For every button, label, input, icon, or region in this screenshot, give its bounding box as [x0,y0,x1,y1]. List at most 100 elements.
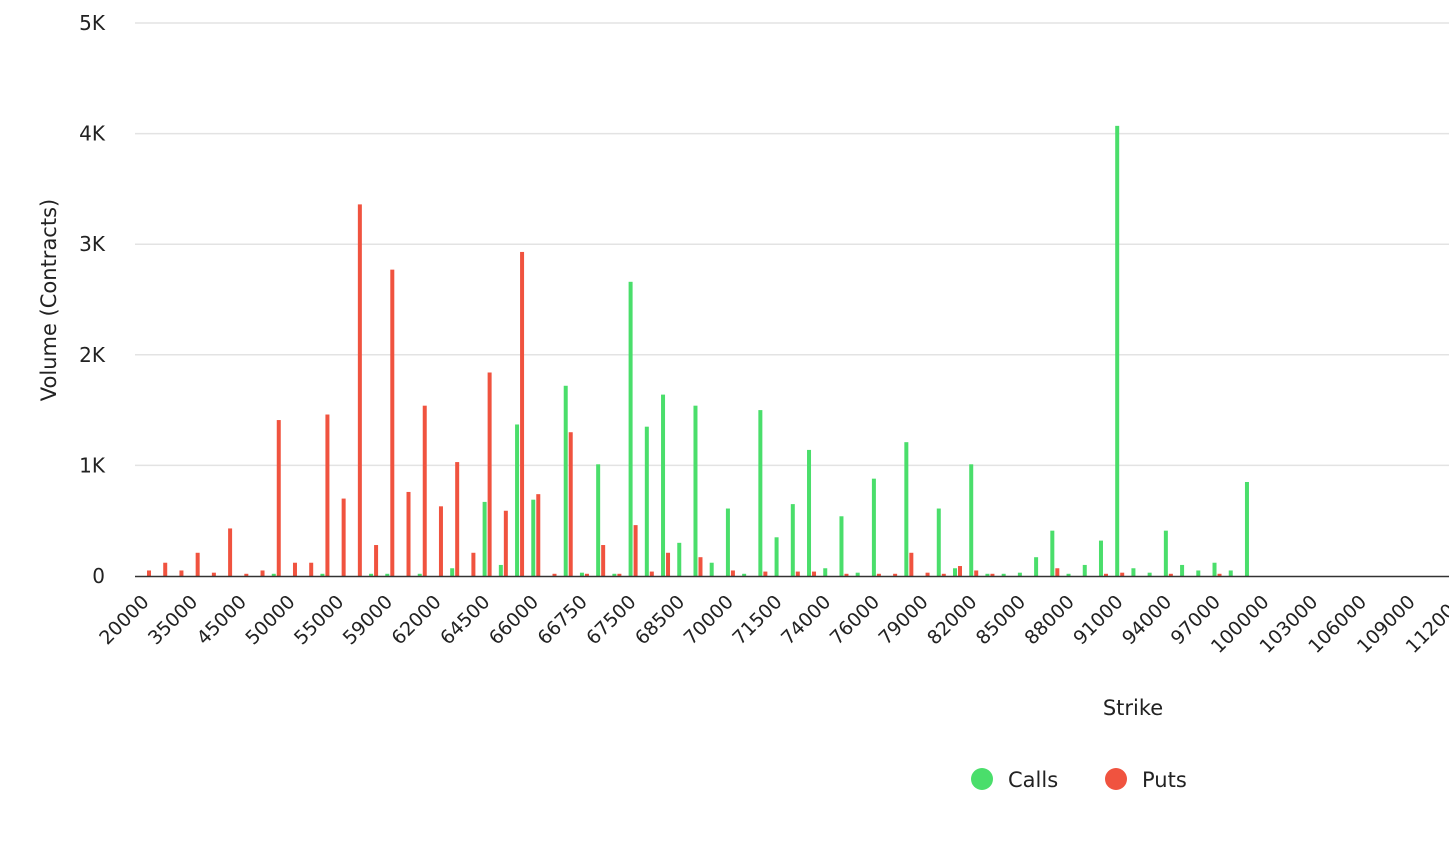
calls-bar[interactable] [1017,572,1022,576]
calls-bar[interactable] [482,501,487,576]
calls-bar[interactable] [563,385,568,576]
puts-bar[interactable] [941,573,946,576]
calls-bar[interactable] [1180,564,1185,576]
calls-bar[interactable] [320,573,325,576]
calls-bar[interactable] [904,442,909,576]
calls-bar[interactable] [1244,481,1249,576]
calls-bar[interactable] [628,281,633,576]
puts-bar[interactable] [990,573,995,576]
puts-bar[interactable] [584,573,589,576]
puts-bar[interactable] [795,571,800,576]
puts-bar[interactable] [925,572,930,576]
puts-bar[interactable] [309,562,314,576]
puts-bar[interactable] [1055,568,1060,576]
puts-bar[interactable] [487,372,492,576]
calls-bar[interactable] [677,542,682,576]
puts-bar[interactable] [649,571,654,576]
calls-bar[interactable] [1212,562,1217,576]
puts-bar[interactable] [617,573,622,576]
legend-item-puts[interactable]: Puts [1105,768,1187,792]
puts-bar[interactable] [1103,573,1108,576]
calls-bar[interactable] [985,573,990,576]
calls-bar[interactable] [498,564,503,576]
calls-bar[interactable] [709,562,714,576]
puts-bar[interactable] [893,573,898,576]
puts-bar[interactable] [1168,573,1173,576]
puts-bar[interactable] [179,570,184,576]
calls-bar[interactable] [450,568,455,576]
calls-bar[interactable] [693,405,698,576]
puts-bar[interactable] [633,525,638,576]
calls-bar[interactable] [644,426,649,576]
puts-bar[interactable] [455,462,460,576]
puts-bar[interactable] [147,570,151,576]
calls-bar[interactable] [725,508,730,576]
calls-bar[interactable] [1147,572,1152,576]
puts-bar[interactable] [292,562,297,576]
puts-bar[interactable] [520,251,525,576]
calls-bar[interactable] [271,573,276,576]
puts-bar[interactable] [357,204,362,576]
calls-bar[interactable] [1131,568,1136,576]
puts-bar[interactable] [698,557,703,576]
puts-bar[interactable] [374,545,379,576]
calls-bar[interactable] [1163,530,1168,576]
calls-bar[interactable] [758,410,763,576]
puts-bar[interactable] [471,552,476,576]
puts-bar[interactable] [601,545,606,576]
puts-bar[interactable] [974,570,979,576]
puts-bar[interactable] [211,572,216,576]
calls-bar[interactable] [936,508,941,576]
calls-bar[interactable] [1115,125,1120,576]
calls-bar[interactable] [385,573,390,576]
puts-bar[interactable] [812,571,817,576]
puts-bar[interactable] [568,432,573,576]
calls-bar[interactable] [839,516,844,576]
puts-bar[interactable] [876,573,881,576]
puts-bar[interactable] [844,573,849,576]
puts-bar[interactable] [163,562,168,576]
calls-bar[interactable] [661,394,666,576]
puts-bar[interactable] [1120,572,1125,576]
puts-bar[interactable] [325,414,330,576]
puts-bar[interactable] [552,573,557,576]
puts-bar[interactable] [195,552,200,576]
puts-bar[interactable] [276,420,281,576]
calls-bar[interactable] [369,573,374,576]
puts-bar[interactable] [503,510,508,576]
calls-bar[interactable] [579,572,584,576]
legend-item-calls[interactable]: Calls [971,768,1058,792]
puts-bar[interactable] [730,570,735,576]
puts-bar[interactable] [390,269,395,576]
puts-bar[interactable] [244,573,249,576]
puts-bar[interactable] [958,566,962,576]
calls-bar[interactable] [855,572,860,576]
calls-bar[interactable] [612,573,617,576]
calls-bar[interactable] [807,449,812,576]
calls-bar[interactable] [1066,573,1071,576]
puts-bar[interactable] [228,528,233,576]
puts-bar[interactable] [438,506,443,576]
puts-bar[interactable] [422,405,427,576]
calls-bar[interactable] [1082,564,1087,576]
calls-bar[interactable] [1228,570,1233,576]
puts-bar[interactable] [1217,573,1222,576]
puts-bar[interactable] [341,498,346,576]
calls-bar[interactable] [417,573,422,576]
calls-bar[interactable] [742,573,747,576]
calls-bar[interactable] [1034,557,1039,576]
puts-bar[interactable] [763,571,768,576]
calls-bar[interactable] [1098,540,1103,576]
calls-bar[interactable] [774,537,779,576]
calls-bar[interactable] [515,424,520,576]
puts-bar[interactable] [666,552,671,576]
puts-bar[interactable] [909,552,914,576]
calls-bar[interactable] [1196,570,1201,576]
calls-bar[interactable] [1050,530,1055,576]
calls-bar[interactable] [531,499,536,576]
calls-bar[interactable] [823,568,828,576]
calls-bar[interactable] [871,478,876,576]
puts-bar[interactable] [406,491,411,576]
puts-bar[interactable] [536,494,541,576]
puts-bar[interactable] [260,570,265,576]
